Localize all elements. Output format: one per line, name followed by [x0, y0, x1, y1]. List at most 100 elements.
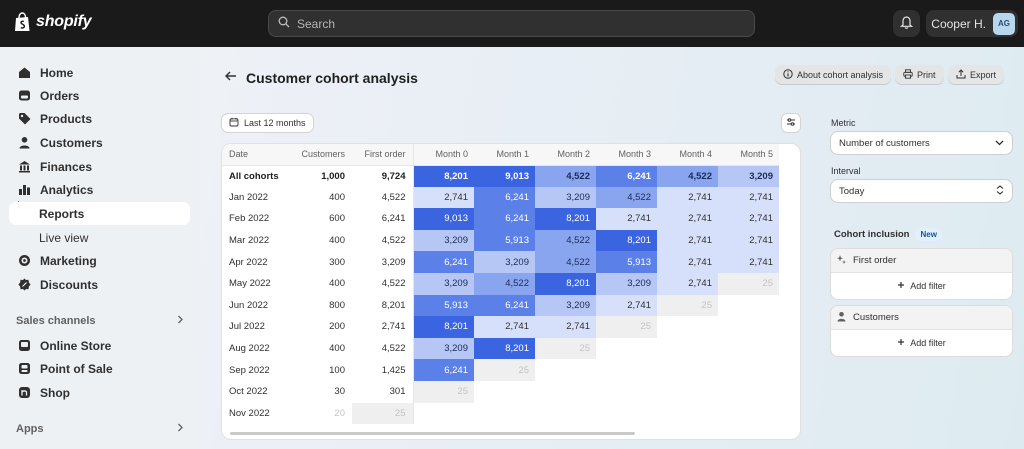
shopify-bag-icon	[14, 12, 31, 32]
heatmap-cell: 4,522	[657, 165, 718, 187]
sales-channels-header[interactable]: Sales channels	[16, 315, 184, 327]
table-cell-first-order: 4,522	[352, 229, 414, 252]
shopify-logo[interactable]: shopify	[14, 12, 92, 32]
sidebar-item-live-view[interactable]: Live view	[9, 226, 190, 249]
heatmap-cell: 2,741	[718, 229, 779, 252]
table-cell-customers: 100	[329, 364, 345, 376]
calendar-icon	[229, 117, 239, 129]
customers-filter-card: Customers Add filter	[831, 306, 1012, 356]
table-settings-button[interactable]	[782, 114, 800, 132]
empty-cell	[718, 316, 779, 338]
table-cell-first-order: 4,522	[352, 337, 414, 360]
sidebar-item-products[interactable]: Products	[9, 107, 190, 130]
heatmap-cell: 2,741	[657, 272, 718, 295]
bank-icon	[17, 160, 31, 174]
heatmap-cell: 25	[657, 294, 718, 317]
sidebar-item-home[interactable]: Home	[9, 61, 190, 84]
sidebar-item-online-store[interactable]: Online Store	[9, 334, 190, 357]
cohort-table: Date Customers First order Month 0 Month 1 Mo…	[222, 144, 779, 425]
sidebar-item-label: Home	[40, 65, 74, 80]
sidebar-item-customers[interactable]: Customers	[9, 131, 190, 154]
sidebar-item-finances[interactable]: Finances	[9, 155, 190, 178]
print-button[interactable]: Print	[895, 65, 944, 85]
heatmap-cell: 25	[718, 272, 779, 295]
heatmap-cell: 6,241	[413, 251, 474, 273]
heatmap-cell: 8,201	[474, 337, 535, 360]
empty-cell	[535, 359, 596, 381]
avatar: AG	[993, 12, 1015, 35]
empty-cell	[657, 403, 718, 425]
bell-icon	[899, 15, 914, 32]
store-icon	[17, 339, 31, 353]
button-label: Print	[917, 70, 936, 80]
sidebar-item-label: Shop	[40, 385, 70, 400]
heatmap-cell: 5,913	[413, 294, 474, 317]
column-header[interactable]: Month 2	[535, 144, 596, 166]
table-cell-date: Jun 2022	[229, 299, 269, 311]
user-name: Cooper H.	[931, 16, 986, 31]
heatmap-cell: 8,201	[596, 229, 657, 252]
column-header[interactable]: Month 3	[596, 144, 657, 166]
chevron-right-icon	[176, 315, 184, 327]
filter-title: First order	[853, 255, 897, 266]
heatmap-cell: 25	[413, 380, 474, 403]
sidebar-item-label: Customers	[40, 135, 103, 150]
notifications-button[interactable]	[893, 10, 920, 37]
sidebar-item-marketing[interactable]: Marketing	[9, 249, 190, 272]
column-header[interactable]: Month 1	[474, 144, 535, 166]
tag-icon	[17, 112, 31, 126]
sidebar-item-label: Online Store	[40, 338, 112, 353]
column-header[interactable]: First order	[352, 144, 414, 166]
sidebar-item-orders[interactable]: Orders	[9, 84, 190, 107]
about-cohort-button[interactable]: About cohort analysis	[775, 65, 892, 85]
export-button[interactable]: Export	[948, 65, 1005, 85]
empty-cell	[535, 403, 596, 425]
table-cell-first-order: 4,522	[352, 186, 414, 209]
search-input[interactable]	[297, 16, 737, 31]
empty-cell	[718, 338, 779, 360]
sidebar-item-analytics[interactable]: Analytics	[9, 178, 190, 201]
empty-cell	[413, 403, 474, 425]
heatmap-cell: 2,741	[657, 186, 718, 209]
column-header[interactable]: Customers	[292, 144, 352, 166]
button-label: About cohort analysis	[797, 70, 884, 80]
column-header[interactable]: Date	[222, 144, 292, 166]
horizontal-scrollbar[interactable]	[230, 432, 635, 435]
table-row: Sep 2022 100 1,425 6,241 25	[222, 359, 779, 381]
metric-label: Metric	[831, 118, 856, 128]
back-button[interactable]	[224, 69, 238, 83]
sidebar-item-label: Point of Sale	[40, 361, 113, 376]
sidebar-item-shop[interactable]: Shop	[9, 381, 190, 404]
column-header[interactable]: Month 5	[718, 144, 779, 166]
apps-header[interactable]: Apps	[16, 423, 184, 435]
person-icon	[836, 311, 847, 325]
heatmap-cell: 2,741	[657, 229, 718, 252]
interval-select[interactable]: Today	[831, 180, 1012, 202]
sidebar-item-label: Finances	[40, 159, 93, 174]
heatmap-cell: 2,741	[596, 294, 657, 317]
table-cell-customers: 1,000	[321, 170, 345, 182]
sidebar-item-point-of-sale[interactable]: Point of Sale	[9, 357, 190, 380]
sidebar-item-discounts[interactable]: Discounts	[9, 273, 190, 296]
table-row: Oct 2022 30 301 25	[222, 380, 779, 403]
date-range-button[interactable]: Last 12 months	[222, 114, 313, 132]
add-filter-button[interactable]: Add filter	[831, 273, 1012, 299]
sidebar-item-reports[interactable]: Reports	[9, 202, 190, 225]
heatmap-cell: 4,522	[596, 186, 657, 209]
table-row: Feb 2022 600 6,241 9,013 6,241 8,201 2,741 2,74…	[222, 208, 779, 230]
column-header[interactable]: Month 4	[657, 144, 718, 166]
column-header[interactable]: Month 0	[413, 144, 474, 166]
person-icon	[17, 136, 31, 150]
sidebar-item-label: Products	[40, 111, 93, 126]
user-menu-button[interactable]: Cooper H. AG	[926, 10, 1018, 37]
empty-cell	[657, 338, 718, 360]
metric-select[interactable]: Number of customers	[831, 132, 1012, 154]
heatmap-cell: 3,209	[596, 272, 657, 295]
heatmap-cell: 4,522	[535, 251, 596, 273]
add-filter-button[interactable]: Add filter	[831, 330, 1012, 356]
search-box[interactable]	[268, 10, 755, 37]
sidebar-item-label: Reports	[39, 206, 85, 221]
table-cell-customers: 300	[329, 256, 345, 268]
new-badge: New	[915, 228, 942, 241]
table-cell-customers: 400	[329, 278, 345, 290]
